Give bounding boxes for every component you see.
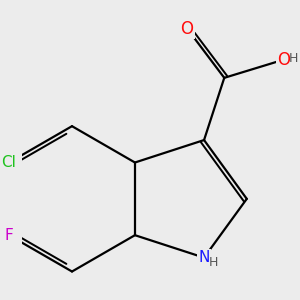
Text: F: F <box>5 228 14 243</box>
Text: O: O <box>277 51 290 69</box>
Text: Cl: Cl <box>2 155 16 170</box>
Text: N: N <box>198 250 210 265</box>
Text: H: H <box>209 256 219 269</box>
Text: H: H <box>289 52 298 65</box>
Text: O: O <box>181 20 194 38</box>
